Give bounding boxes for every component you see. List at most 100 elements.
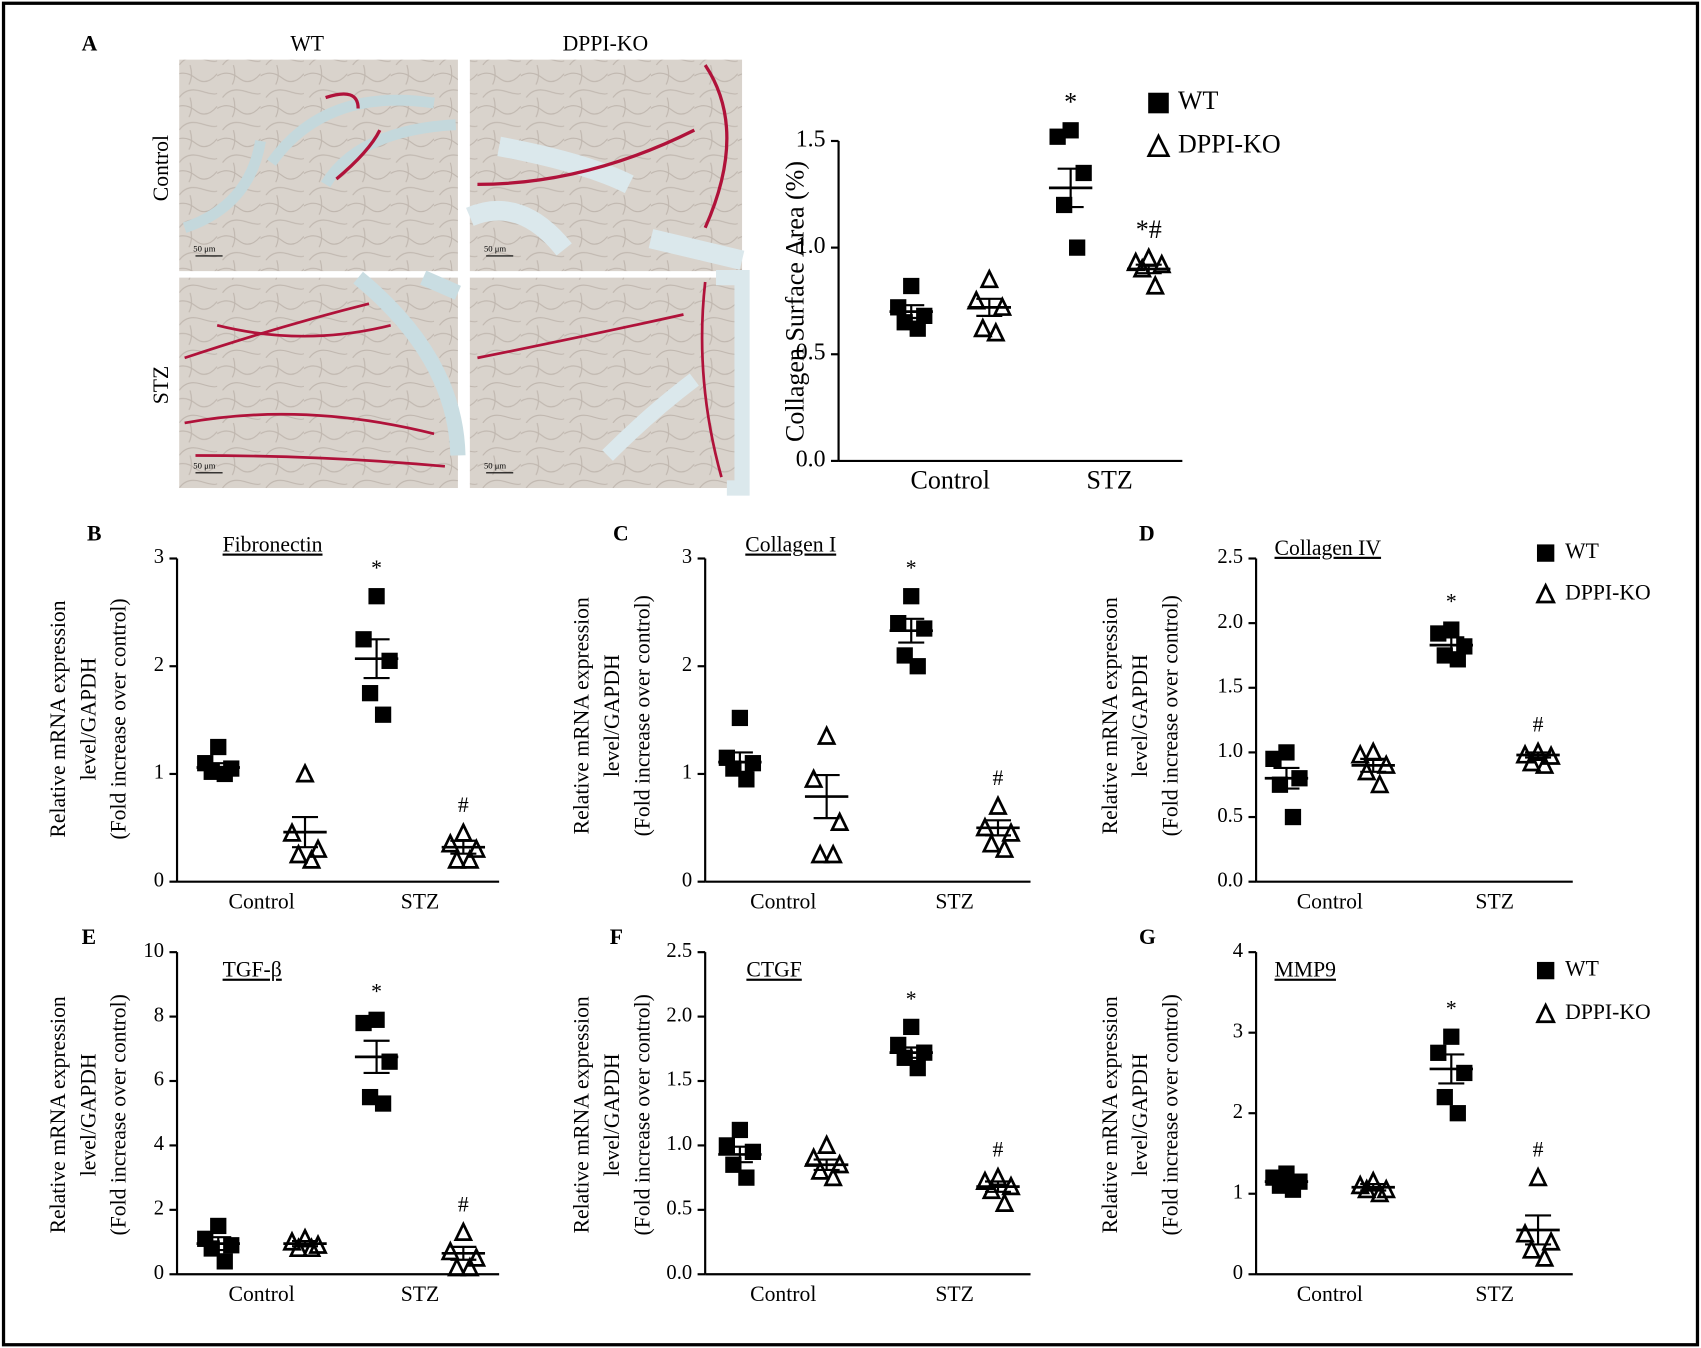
y-tick-label: 2 <box>154 1198 164 1220</box>
y-tick-label: 2.5 <box>1217 546 1243 568</box>
point <box>1443 1028 1460 1045</box>
point <box>355 1014 372 1032</box>
point <box>718 1137 736 1154</box>
point <box>909 1059 926 1077</box>
y-axis-label: (Fold increase over control) <box>107 994 131 1235</box>
point <box>1430 625 1447 642</box>
chart-title: CTGF <box>746 958 801 982</box>
point <box>1056 196 1073 214</box>
row-label: Control <box>149 135 173 201</box>
point <box>981 832 1002 853</box>
y-tick-label: 2 <box>154 654 164 676</box>
point <box>447 1256 467 1277</box>
point <box>374 1095 392 1112</box>
chart: 0.0 0.5 1.0 1.5 2.0 2.5 Control STZ Relative mRN… <box>1098 522 1651 914</box>
point <box>1049 128 1066 145</box>
significance: # <box>458 1192 469 1216</box>
chart-title: Collagen IV <box>1275 536 1382 560</box>
point <box>368 588 385 605</box>
x-tick-label: STZ <box>935 889 974 913</box>
point <box>216 1253 233 1270</box>
y-tick-label: 2.0 <box>1217 611 1243 633</box>
point <box>295 762 315 783</box>
panel-label: A <box>82 32 98 56</box>
scale-bar: 50 μm <box>193 243 215 253</box>
point <box>1528 1166 1548 1187</box>
point <box>1515 1222 1535 1243</box>
legend-label: DPPI-KO <box>1565 1000 1651 1024</box>
point <box>896 647 913 664</box>
point <box>466 837 487 858</box>
point <box>816 724 837 745</box>
y-tick-label: 10 <box>143 940 164 962</box>
y-tick-label: 4 <box>1233 940 1243 962</box>
y-tick-label: 0.5 <box>796 340 826 366</box>
y-tick-label: 1.0 <box>666 1133 692 1155</box>
significance: *# <box>1136 215 1162 244</box>
scale-bar: 50 μm <box>484 460 506 470</box>
y-tick-label: 2.0 <box>666 1004 692 1026</box>
legend-marker <box>1146 133 1171 158</box>
point <box>460 1256 480 1277</box>
y-tick-label: 0.0 <box>796 446 826 472</box>
x-tick-label: STZ <box>1475 1282 1514 1306</box>
scale-bar: 50 μm <box>484 243 506 253</box>
y-axis-label: level/GAPDH <box>76 657 100 780</box>
chart-title: TGF-β <box>223 958 282 982</box>
point <box>301 1237 322 1258</box>
x-tick-label: Control <box>750 889 816 913</box>
y-tick-label: 1 <box>682 762 692 784</box>
point <box>1449 1105 1466 1122</box>
y-tick-label: 3 <box>154 546 164 568</box>
point <box>988 794 1008 815</box>
y-tick-label: 3 <box>682 546 692 568</box>
significance: # <box>993 1138 1004 1162</box>
point <box>816 1134 837 1154</box>
point <box>986 321 1006 342</box>
y-tick-label: 0.0 <box>666 1262 692 1284</box>
chart: 0 1 2 3 Control STZ Relative mRNA expression le… <box>570 522 1031 913</box>
legend-marker <box>1535 1002 1556 1024</box>
x-tick-label: Control <box>911 466 991 495</box>
y-axis-label: (Fold increase over control) <box>1159 994 1183 1235</box>
x-tick-label: STZ <box>935 1282 974 1306</box>
scale-bar: 50 μm <box>193 460 215 470</box>
y-tick-label: 0 <box>1233 1262 1243 1284</box>
y-axis-label: (Fold increase over control) <box>630 595 654 836</box>
y-tick-label: 0.5 <box>666 1198 692 1220</box>
chart: 0.0 0.5 1.0 1.5 2.0 2.5 Control STZ Relative mRN… <box>570 925 1031 1306</box>
point <box>966 289 987 310</box>
y-tick-label: 0.0 <box>1217 869 1243 891</box>
point <box>810 843 830 864</box>
point <box>738 1169 755 1186</box>
column-label: WT <box>290 32 324 56</box>
legend-marker <box>1536 544 1555 562</box>
histology: A WT DPPI-KO Control STZ 50 μm 50 μm 50 … <box>82 32 750 496</box>
point <box>731 1121 749 1139</box>
point <box>460 848 480 869</box>
point <box>361 685 379 702</box>
chart: 0 2 4 6 8 10 Control STZ Relative mRNA expressio… <box>46 925 500 1306</box>
point <box>1145 274 1166 295</box>
y-tick-label: 2 <box>682 654 692 676</box>
point <box>210 738 227 756</box>
x-tick-label: Control <box>229 889 295 913</box>
x-tick-label: STZ <box>1475 889 1514 913</box>
significance: * <box>371 556 382 580</box>
point <box>981 1179 1002 1200</box>
y-axis-label: Relative mRNA expression <box>570 996 594 1233</box>
point <box>1001 821 1021 842</box>
legend-label: WT <box>1565 957 1599 981</box>
x-tick-label: STZ <box>401 1282 440 1306</box>
y-tick-label: 2 <box>1233 1101 1243 1123</box>
point <box>1534 1246 1555 1267</box>
legend-label: WT <box>1565 539 1599 563</box>
panel-label: C <box>613 522 629 546</box>
y-axis-label: (Fold increase over control) <box>1159 595 1183 836</box>
y-axis-label: level/GAPDH <box>76 1053 100 1176</box>
y-axis-label: level/GAPDH <box>1128 1053 1152 1176</box>
point <box>1521 1238 1542 1259</box>
y-tick-label: 1.5 <box>666 1069 692 1091</box>
panel-label: B <box>87 522 101 546</box>
